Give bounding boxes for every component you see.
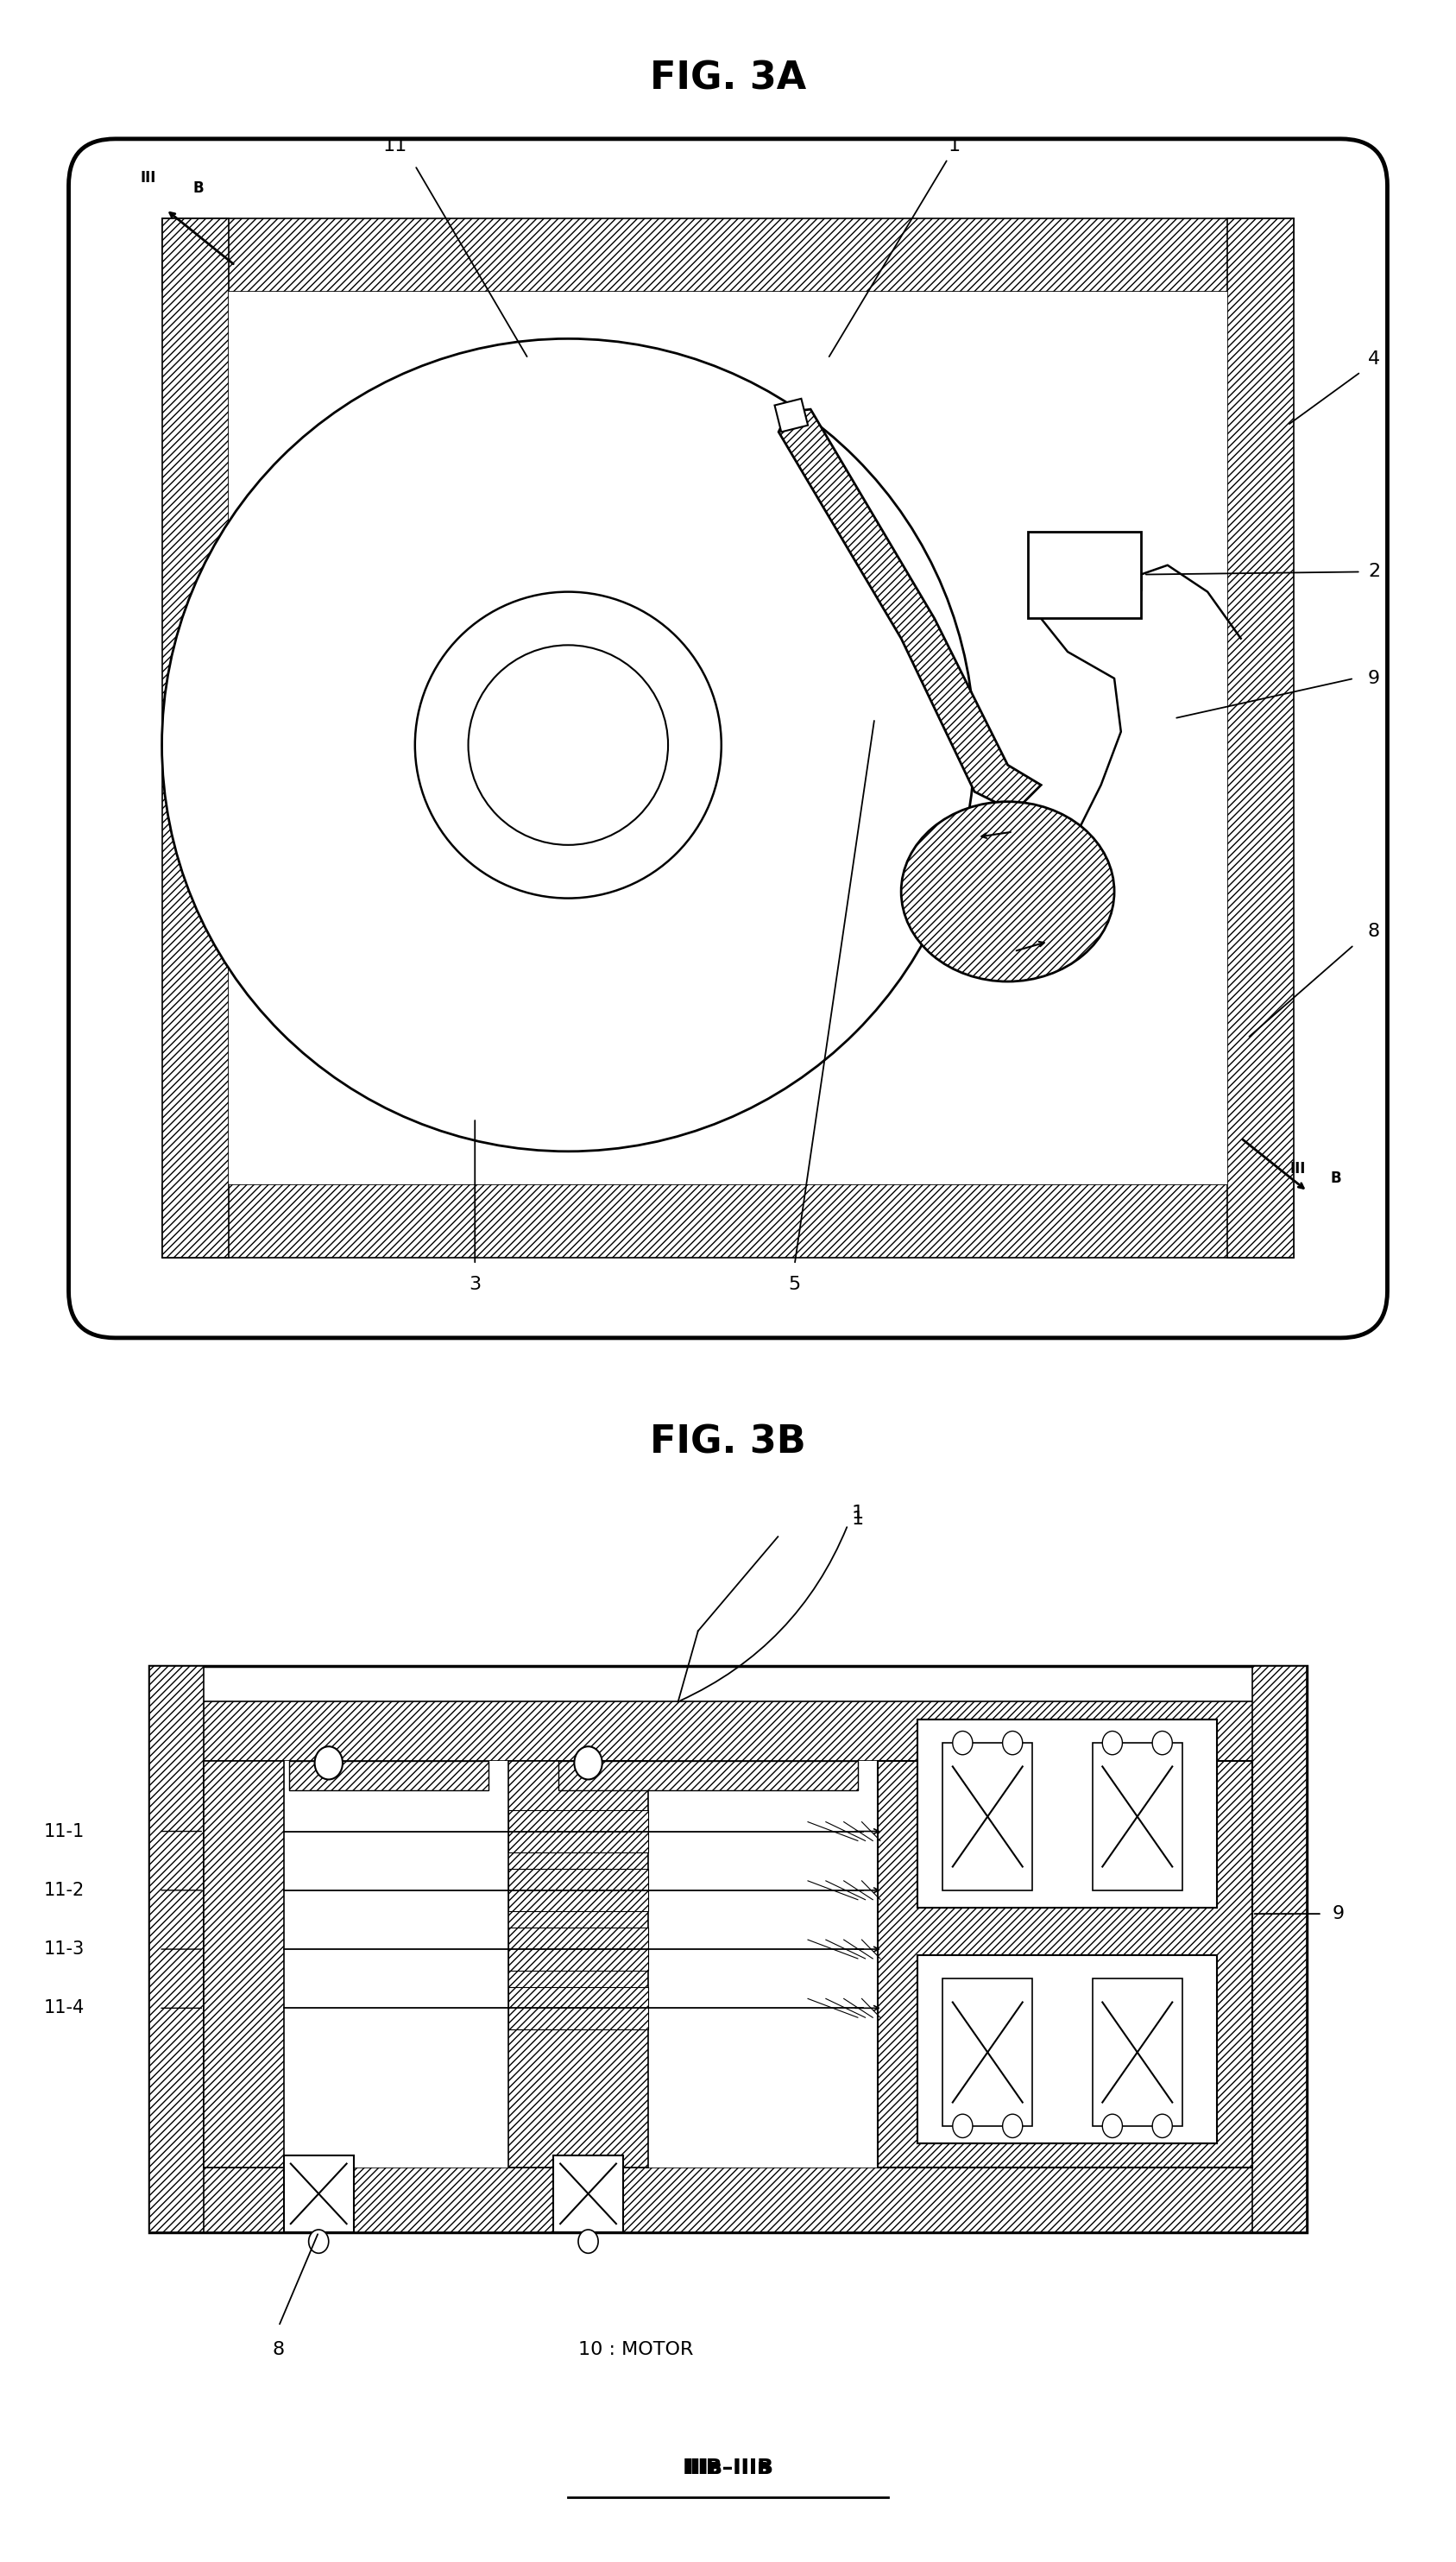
Bar [204, 1760, 1252, 2167]
Ellipse shape [901, 802, 1114, 981]
Text: B: B [1331, 1171, 1341, 1186]
Circle shape [1003, 2114, 1022, 2137]
Bar [288, 1760, 488, 1791]
Text: 8: 8 [1369, 922, 1380, 940]
Bar [1227, 218, 1294, 1258]
Text: 1: 1 [948, 136, 961, 154]
Text: 9: 9 [1369, 669, 1380, 687]
Bar [917, 1719, 1217, 1909]
Text: IIIʙ–IIIʙ: IIIʙ–IIIʙ [684, 2457, 772, 2477]
Text: 4: 4 [1369, 351, 1380, 366]
Bar [284, 2155, 354, 2232]
Bar [149, 1701, 1307, 1760]
Text: 5: 5 [789, 1276, 801, 1294]
Text: 1: 1 [852, 1504, 863, 1522]
Bar [204, 1760, 284, 2167]
Text: FIG. 3B: FIG. 3B [649, 1424, 807, 1460]
Polygon shape [779, 410, 1041, 812]
Bar [942, 1742, 1032, 1891]
Bar [508, 1988, 648, 2029]
Circle shape [1102, 2114, 1123, 2137]
Bar [162, 218, 229, 1258]
Circle shape [952, 1732, 973, 1755]
Bar [149, 1665, 1307, 2232]
Text: 8: 8 [272, 2342, 285, 2360]
Text: 11: 11 [383, 136, 408, 154]
Bar [162, 1184, 1294, 1258]
Bar [917, 1955, 1217, 2144]
Circle shape [469, 646, 668, 845]
Text: III: III [1290, 1161, 1306, 1176]
Text: 9: 9 [1332, 1906, 1344, 1922]
Bar [162, 218, 1294, 292]
Bar [1028, 533, 1142, 617]
Circle shape [1152, 2114, 1172, 2137]
Text: 10 : MOTOR: 10 : MOTOR [578, 2342, 693, 2360]
Text: 11-4: 11-4 [44, 1998, 84, 2016]
Circle shape [952, 2114, 973, 2137]
Text: 11-2: 11-2 [44, 1881, 84, 1898]
FancyBboxPatch shape [68, 138, 1388, 1337]
Bar [917, 1719, 1217, 1909]
Circle shape [1102, 1732, 1123, 1755]
Bar [917, 1955, 1217, 2144]
Text: B: B [192, 179, 204, 197]
Bar [229, 292, 1227, 1184]
Bar [942, 1978, 1032, 2126]
Circle shape [314, 1747, 342, 1781]
Bar [508, 1929, 648, 1970]
Text: 2: 2 [1369, 564, 1380, 582]
Text: 3: 3 [469, 1276, 480, 1294]
Bar [508, 1870, 648, 1911]
Bar [878, 1760, 1252, 2167]
Bar [1092, 1742, 1182, 1891]
Circle shape [1152, 1732, 1172, 1755]
Text: 11-1: 11-1 [44, 1822, 84, 1840]
Bar [508, 1811, 648, 1852]
Polygon shape [775, 400, 808, 433]
Circle shape [162, 338, 974, 1150]
Bar [1092, 1978, 1182, 2126]
Text: FIG. 3A: FIG. 3A [649, 61, 807, 97]
Circle shape [578, 2229, 598, 2252]
Bar [149, 2167, 1307, 2232]
Bar [149, 1665, 204, 2232]
Bar [1252, 1665, 1307, 2232]
Text: IIIB–IIIB: IIIB–IIIB [683, 2457, 773, 2477]
Bar [508, 1760, 648, 2167]
Bar [558, 1760, 858, 1791]
Circle shape [415, 592, 721, 899]
Circle shape [309, 2229, 329, 2252]
Circle shape [1003, 1732, 1022, 1755]
Circle shape [574, 1747, 603, 1781]
Text: 1: 1 [852, 1512, 863, 1527]
Text: III: III [141, 169, 156, 184]
Bar [553, 2155, 623, 2232]
Text: 11-3: 11-3 [44, 1939, 84, 1957]
